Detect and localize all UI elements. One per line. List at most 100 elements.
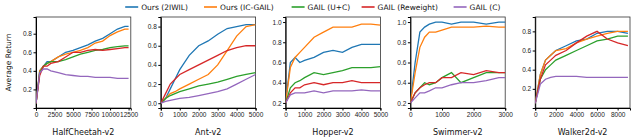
y-tick: 0.2 xyxy=(273,100,286,107)
y-tick-label: 0.2 xyxy=(397,100,406,107)
x-tick-label: 0 xyxy=(35,111,39,118)
y-tick: 0.6 xyxy=(522,47,535,54)
x-tick: 2000 xyxy=(192,108,207,118)
series-line xyxy=(410,22,505,103)
panel: 0100020003000400050000.00.20.40.60.8Ant-… xyxy=(148,17,264,137)
x-tick: 5000 xyxy=(249,108,264,118)
legend-item: GAIL (U+C) xyxy=(292,3,351,12)
legend-item: GAIL (C) xyxy=(454,3,501,12)
x-tick: 6000 xyxy=(590,108,605,118)
plot-frame xyxy=(286,17,381,108)
y-tick-label: 0.4 xyxy=(273,79,282,86)
y-tick: 0.4 xyxy=(273,79,286,86)
y-tick-label: 0.2 xyxy=(148,81,157,88)
x-tick: 1000 xyxy=(435,108,450,118)
panel: 025005000750010000125000.20.40.60.8HalfC… xyxy=(4,17,138,137)
y-tick: 0.4 xyxy=(522,66,535,73)
y-tick-mark xyxy=(34,71,37,72)
y-tick: 0.8 xyxy=(273,39,286,46)
x-tick: 5000 xyxy=(374,108,389,118)
y-tick-label: 0.4 xyxy=(522,66,531,73)
y-tick-label: 0.4 xyxy=(23,67,32,74)
plot-frame xyxy=(161,17,256,108)
x-tick: 0 xyxy=(409,108,413,118)
x-tick-label: 3000 xyxy=(498,111,513,118)
x-tick-label: 5000 xyxy=(66,111,81,118)
x-tick: 5000 xyxy=(66,108,81,118)
y-tick-mark xyxy=(158,84,161,85)
y-axis-line xyxy=(408,18,411,109)
y-tick: 0.8 xyxy=(397,39,410,46)
legend-swatch xyxy=(362,6,375,8)
series-line xyxy=(286,90,381,103)
x-tick-label: 10000 xyxy=(102,111,120,118)
x-axis-title: Hopper-v2 xyxy=(312,128,353,137)
lines xyxy=(535,31,628,103)
series-line xyxy=(535,31,628,103)
y-tick-label: 0.6 xyxy=(23,49,32,56)
panel: 020004000600080000.20.40.60.8Walker2d-v2 xyxy=(522,17,630,137)
x-tick-label: 4000 xyxy=(230,111,245,118)
x-tick: 0 xyxy=(284,108,288,118)
series-line xyxy=(535,76,628,103)
y-tick-mark xyxy=(34,34,37,35)
x-tick-label: 1000 xyxy=(435,111,450,118)
legend: Ours (2IWIL)Ours (IC-GAIL)GAIL (U+C)GAIL… xyxy=(125,3,500,12)
series-line xyxy=(36,48,129,104)
x-tick: 2000 xyxy=(317,108,332,118)
y-tick-label: 0.6 xyxy=(148,42,157,49)
series-line xyxy=(286,67,381,103)
plot-frame xyxy=(410,17,505,108)
y-tick: 0.8 xyxy=(23,30,36,37)
series-line xyxy=(410,73,505,103)
x-tick-label: 2000 xyxy=(192,111,207,118)
x-axis: 010002000300040005000 xyxy=(284,108,388,118)
y-tick-mark xyxy=(34,89,37,90)
legend-swatch xyxy=(204,6,217,8)
y-tick-label: 0.6 xyxy=(273,59,282,66)
series-line xyxy=(36,69,129,103)
legend-swatch xyxy=(125,6,138,8)
x-axis: 02000400060008000 xyxy=(534,108,631,118)
legend-label: Ours (IC-GAIL) xyxy=(220,3,274,12)
series-line xyxy=(36,29,129,103)
x-tick-label: 5000 xyxy=(374,111,389,118)
y-axis-line xyxy=(533,18,536,109)
y-tick: 0.4 xyxy=(148,61,161,68)
x-tick: 2500 xyxy=(48,108,63,118)
y-tick-mark xyxy=(408,103,411,104)
x-tick: 4000 xyxy=(570,108,585,118)
x-tick-label: 12500 xyxy=(120,111,138,118)
y-tick: 0.2 xyxy=(23,86,36,93)
y-tick-label: 0.4 xyxy=(397,79,406,86)
y-tick-mark xyxy=(158,103,161,104)
y-tick-mark xyxy=(283,83,286,84)
x-axis: 0 1000 2000 3000 4000 5000 xyxy=(159,108,263,118)
y-tick-mark xyxy=(283,22,286,23)
y-tick: 0.8 xyxy=(148,23,161,30)
y-tick: 0.8 xyxy=(522,28,535,35)
y-tick-label: 0.8 xyxy=(148,23,157,30)
legend-item: GAIL (Reweight) xyxy=(362,3,438,12)
x-tick-label: 3000 xyxy=(211,111,226,118)
x-tick: 0 xyxy=(159,108,163,118)
y-axis: 0.20.40.60.81.0 xyxy=(273,18,287,109)
x-tick: 7500 xyxy=(85,108,100,118)
y-axis-title: Average Return xyxy=(4,33,13,91)
x-tick-label: 1000 xyxy=(298,111,313,118)
y-tick-mark xyxy=(533,31,536,32)
series-line xyxy=(535,36,628,103)
x-tick-label: 0 xyxy=(284,111,288,118)
x-tick: 3000 xyxy=(336,108,351,118)
y-tick: 0.6 xyxy=(273,59,286,66)
x-tick: 1000 xyxy=(173,108,188,118)
lines xyxy=(286,24,381,103)
y-tick-mark xyxy=(408,22,411,23)
y-axis: 0.00.20.40.60.8 xyxy=(148,18,162,109)
x-axis-title: Swimmer-v2 xyxy=(433,128,483,137)
legend-swatch xyxy=(292,6,305,8)
y-tick-label: 0.6 xyxy=(522,47,531,54)
series-line xyxy=(161,25,256,104)
x-axis-title: Ant-v2 xyxy=(195,128,221,137)
y-tick-mark xyxy=(533,51,536,52)
